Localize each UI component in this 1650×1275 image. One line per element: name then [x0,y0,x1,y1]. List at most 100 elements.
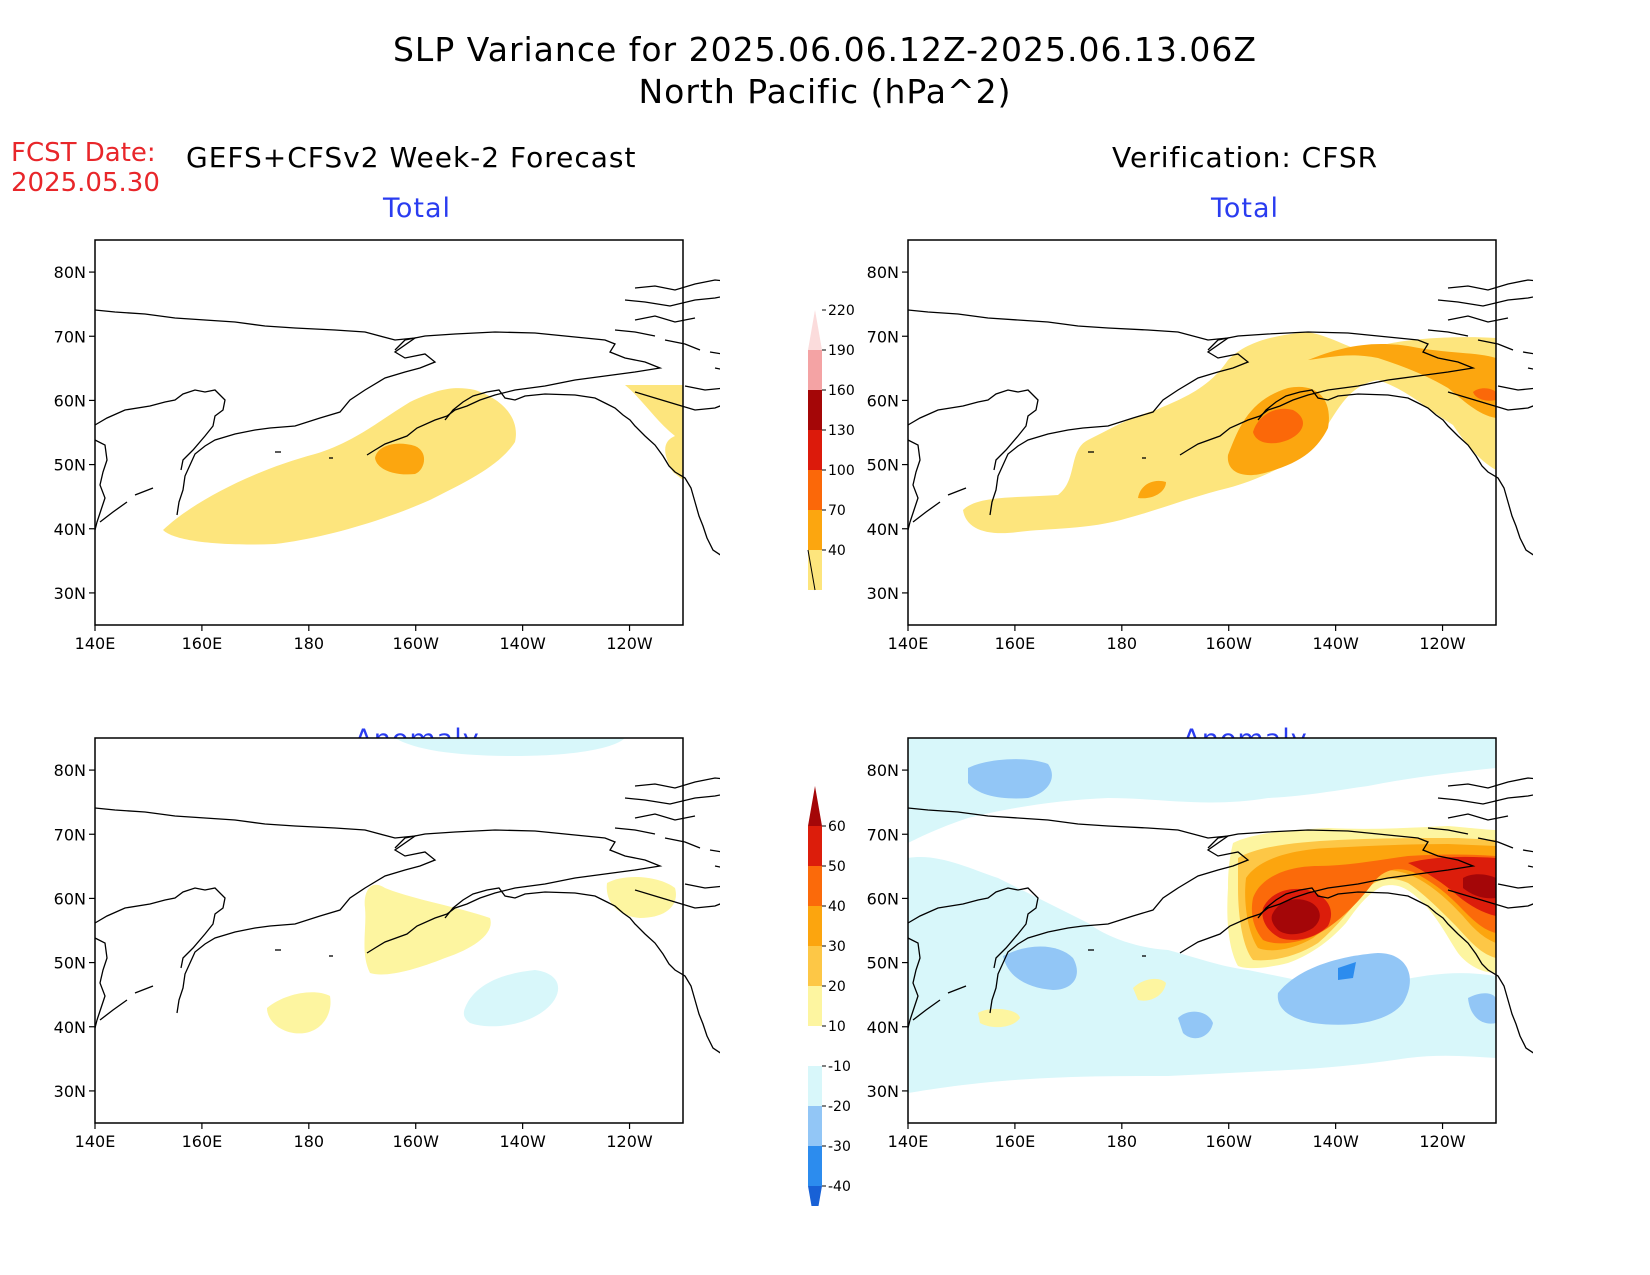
lon-tick-label: 180 [1107,1132,1138,1151]
anomaly-contour-60-plus [1271,874,1496,935]
colorbar-label: 160 [828,383,855,399]
colorbar-label: 130 [828,423,855,439]
lat-tick-label: 40N [54,1018,86,1037]
colorbar-segment [808,946,822,986]
lon-tick-label: 140W [1312,634,1359,653]
lat-tick-label: 40N [867,1018,899,1037]
lon-tick-label: 160E [182,1132,223,1151]
anomaly-contour-neg20-neg30-west [1003,946,1077,990]
colorbar-segment [808,1146,822,1186]
colorbar-label: 70 [828,503,846,519]
lat-tick-label: 60N [867,391,899,410]
lon-tick-label: 140W [499,634,546,653]
colorbar-segment [808,510,822,550]
colorbar-tail [807,549,816,591]
lat-tick-label: 60N [867,889,899,908]
lon-tick-label: 140E [888,1132,929,1151]
colorbar-arrow-top [808,786,822,826]
left-column-header: GEFS+CFSv2 Week-2 Forecast [186,141,637,174]
lat-tick-label: 30N [867,1082,899,1101]
colorbar-label: 20 [828,979,846,995]
obs-anomaly-map: 140E 160E 180 160W 140W 120W 80N 70N 60N 50N 40N 30… [867,737,1533,1151]
lon-tick-label: 160W [1206,634,1253,653]
colorbar-arrow-bottom [808,1186,822,1206]
map-frame [94,737,684,1124]
lon-tick-label: 180 [1107,634,1138,653]
anomaly-contour-neg10-neg20-mid [463,970,559,1027]
lat-tick-label: 80N [54,761,86,780]
fcst-total-map: 140E 160E 180 160W 140W 120W 80N 70N 60N 50N 40N 30… [54,239,720,653]
lon-tick-label: 160W [393,634,440,653]
colorbar-segment [808,986,822,1026]
lon-tick-label: 140W [499,1132,546,1151]
lat-tick-label: 70N [54,825,86,844]
anomaly-contour-neg20-neg30-east [1468,993,1496,1024]
colorbar-label: -30 [828,1139,851,1155]
colorbar-label: 50 [828,859,846,875]
anomaly-colorbar: -40 -30 -20 -10 10 20 30 40 50 60 [808,786,851,1206]
anomaly-contour-neg20-neg30-small [1178,1011,1213,1039]
colorbar-segment [808,390,822,430]
colorbar-label: 30 [828,939,846,955]
lon-tick-label: 140E [75,1132,116,1151]
variance-contour-40-70 [963,332,1496,534]
lon-tick-label: 140E [75,634,116,653]
lon-tick-label: 120W [606,1132,653,1151]
lon-tick-label: 160W [393,1132,440,1151]
colorbar-label: 40 [828,543,846,559]
variance-contour-70-100 [375,443,425,475]
colorbar-segment [808,350,822,390]
lon-tick-label: 120W [1419,634,1466,653]
anomaly-contour-10-20 [364,884,491,975]
colorbar-segment [808,1106,822,1146]
lat-tick-label: 30N [54,1082,86,1101]
lat-tick-label: 80N [867,761,899,780]
colorbar-label: 60 [828,819,846,835]
fcst-date-label: FCST Date: [11,138,156,168]
fcst-date-value: 2025.05.30 [11,168,160,198]
fcst-anomaly-map: 140E 160E 180 160W 140W 120W 80N 70N 60N 50N 40N 30… [54,737,720,1151]
lat-tick-label: 60N [54,889,86,908]
lon-tick-label: 160W [1206,1132,1253,1151]
colorbar-segment [808,826,822,866]
colorbar-label: 10 [828,1019,846,1035]
main-title: SLP Variance for 2025.06.06.12Z-2025.06.… [392,30,1258,69]
obs-total-map: 140E 160E 180 160W 140W 120W 80N 70N 60N 50N 40N 30… [867,239,1533,653]
lat-tick-label: 70N [54,327,86,346]
lat-tick-label: 50N [54,954,86,973]
right-column-header: Verification: CFSR [1112,141,1379,174]
colorbar-segment [808,470,822,510]
colorbar-segment [808,866,822,906]
main-subtitle: North Pacific (hPa^2) [638,72,1012,111]
fcst-date-block: FCST Date: 2025.05.30 [11,138,160,198]
colorbar-segment [808,550,822,590]
anomaly-contour-10-20-small [978,978,1166,1028]
colorbar-label: 190 [828,343,855,359]
colorbar-label: -20 [828,1099,851,1115]
lat-tick-label: 60N [54,391,86,410]
total-colorbar: 40 70 100 130 160 190 220 [807,303,855,591]
colorbar-segment [808,1026,822,1066]
lon-tick-label: 160E [182,634,223,653]
variance-contour-40-70 [163,388,516,545]
map-frame [907,737,1497,1124]
lon-tick-label: 180 [294,1132,325,1151]
anomaly-contour-neg20-neg30 [968,759,1052,799]
variance-contour-100-130 [1253,388,1496,444]
colorbar-label: -10 [828,1059,851,1075]
lat-tick-label: 80N [867,263,899,282]
lon-tick-label: 140W [1312,1132,1359,1151]
colorbar-arrow-top [808,310,822,350]
colorbar-segment [808,906,822,946]
anomaly-contour-50-60 [1262,856,1496,940]
lat-tick-label: 80N [54,263,86,282]
lon-tick-label: 120W [1419,1132,1466,1151]
lat-tick-label: 50N [867,456,899,475]
lat-tick-label: 50N [54,456,86,475]
anomaly-contour-10-20-west [267,992,331,1034]
lon-tick-label: 160E [995,634,1036,653]
colorbar-label: 40 [828,899,846,915]
colorbar-label: 100 [828,463,855,479]
anomaly-contour-neg10-neg20 [908,738,1496,843]
colorbar-segment [808,430,822,470]
